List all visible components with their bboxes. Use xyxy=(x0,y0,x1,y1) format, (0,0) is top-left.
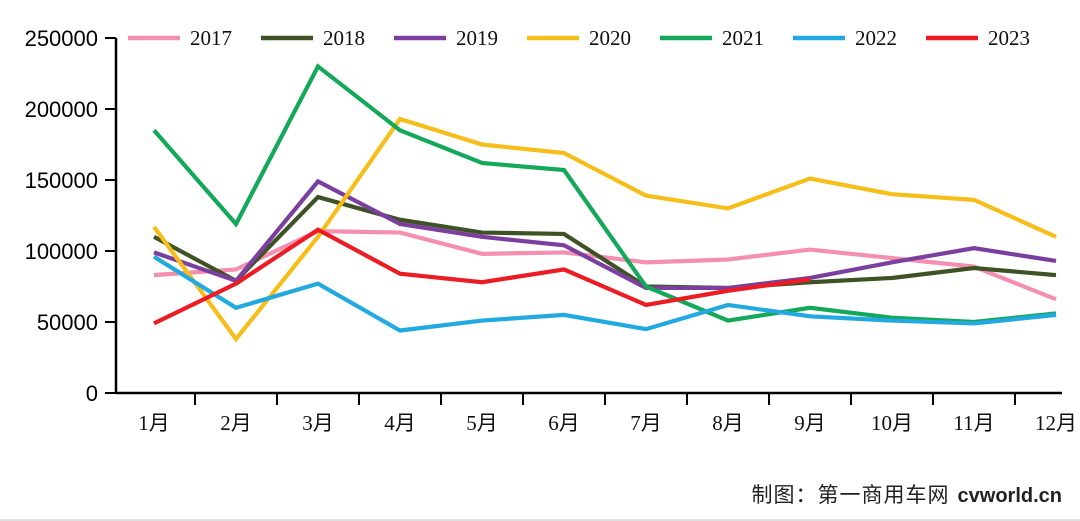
y-tick-label: 50000 xyxy=(37,310,98,335)
legend-label-2019: 2019 xyxy=(456,26,498,50)
legend-label-2023: 2023 xyxy=(988,26,1030,50)
legend-label-2021: 2021 xyxy=(722,26,764,50)
y-tick-label: 150000 xyxy=(25,168,98,193)
credit-website: cvworld.cn xyxy=(957,485,1062,507)
y-tick-label: 250000 xyxy=(25,26,98,51)
legend-label-2022: 2022 xyxy=(855,26,897,50)
x-tick-label: 6月 xyxy=(548,411,580,435)
x-tick-label: 4月 xyxy=(384,411,416,435)
series-line-2018 xyxy=(153,194,1057,291)
series-line-2020 xyxy=(152,116,1057,343)
series-line-2022 xyxy=(152,254,1057,333)
x-tick-label: 1月 xyxy=(138,411,170,435)
bottom-divider xyxy=(0,519,1080,521)
series-line-2019 xyxy=(153,178,1057,291)
x-tick-label: 5月 xyxy=(466,411,498,435)
x-tick-label: 11月 xyxy=(953,411,994,435)
x-tick-label: 8月 xyxy=(712,411,744,435)
y-tick-label: 200000 xyxy=(25,97,98,122)
legend-label-2020: 2020 xyxy=(589,26,631,50)
legend-label-2017: 2017 xyxy=(190,26,232,50)
y-tick-label: 0 xyxy=(86,381,98,406)
x-tick-label: 12月 xyxy=(1035,411,1077,435)
credit-block: 制图：第一商用车网 cvworld.cn xyxy=(752,479,1062,509)
series-line-2023 xyxy=(153,227,811,326)
x-axis: 1月 2月 3月 4月 5月 6月 7月 8月 9月 10月 11月 12月 xyxy=(116,391,1077,435)
y-tick-label: 100000 xyxy=(25,239,98,264)
x-tick-label: 7月 xyxy=(630,411,662,435)
credit-author: 制图：第一商用车网 xyxy=(751,483,950,507)
series-lines xyxy=(152,63,1057,343)
legend-label-2018: 2018 xyxy=(323,26,365,50)
chart-legend: 2017 2018 2019 2020 2021 2022 2023 xyxy=(128,26,1030,50)
x-tick-label: 9月 xyxy=(794,411,826,435)
series-line-2021 xyxy=(152,63,1057,325)
x-tick-label: 2月 xyxy=(220,411,252,435)
y-axis: 0 50000 100000 150000 200000 250000 xyxy=(25,26,118,406)
x-tick-label: 3月 xyxy=(302,411,334,435)
x-tick-label: 10月 xyxy=(871,411,913,435)
